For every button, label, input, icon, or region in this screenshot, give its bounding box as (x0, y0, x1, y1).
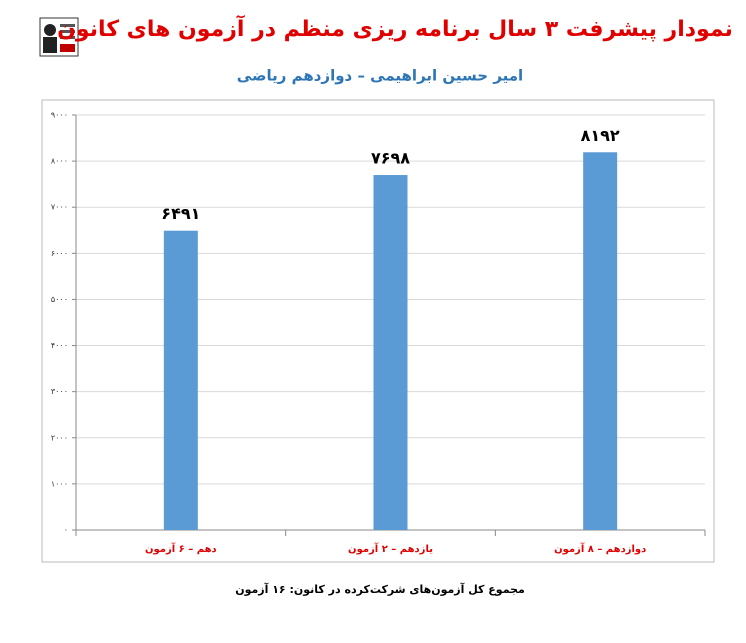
y-tick-label: ۱۰۰۰ (51, 479, 68, 488)
x-tick-label: دهم – ۶ آزمون (145, 542, 217, 555)
bar (163, 230, 198, 530)
y-tick-label: ۳۰۰۰ (51, 387, 68, 396)
logo (39, 17, 79, 57)
chart-frame (41, 99, 715, 563)
x-tick-label: دوازدهم – ۸ آزمون (554, 542, 646, 555)
y-tick-label: ۶۰۰۰ (51, 249, 68, 258)
y-tick-label: ۵۰۰۰ (51, 295, 68, 304)
y-tick-label: ۰ (64, 526, 68, 535)
y-tick-label: ۸۰۰۰ (51, 157, 68, 166)
x-tick-label: یازدهم – ۲ آزمون (348, 542, 433, 555)
y-tick-label: ۹۰۰۰ (51, 111, 68, 120)
bar (583, 152, 618, 530)
chart-subtitle: امیر حسین ابراهیمی – دوازدهم ریاضی (237, 67, 523, 85)
y-tick-label: ۷۰۰۰ (51, 203, 68, 212)
data-label: ۸۱۹۲ (581, 126, 620, 145)
y-tick-label: ۲۰۰۰ (51, 433, 68, 442)
chart-title: نمودار پیشرفت ۳ سال برنامه ریزی منظم در … (57, 14, 733, 42)
bar (373, 175, 408, 530)
data-label: ۶۴۹۱ (161, 204, 200, 223)
y-tick-label: ۴۰۰۰ (51, 341, 68, 350)
footnote: مجموع کل آزمون‌های شرکت‌کرده در کانون: ۱… (235, 582, 525, 596)
data-label: ۷۶۹۸ (371, 149, 410, 168)
